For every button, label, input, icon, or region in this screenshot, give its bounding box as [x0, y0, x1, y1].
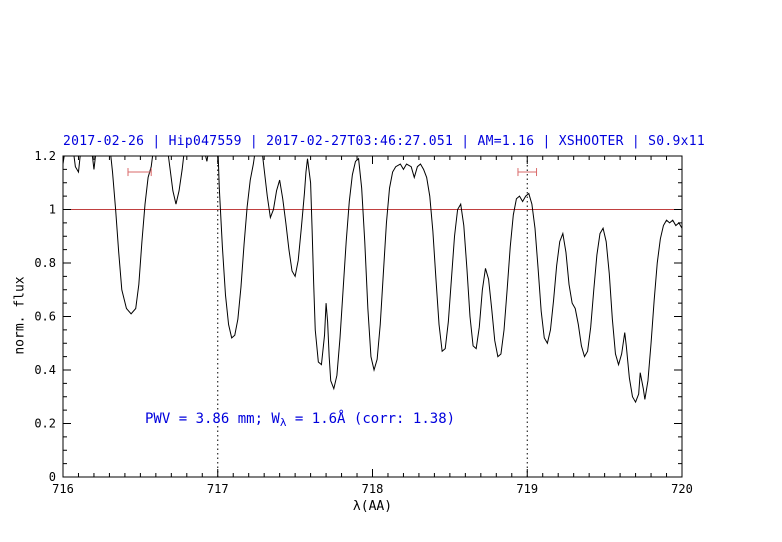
pwv-annotation-suffix: = 1.6Å (corr: 1.38): [286, 411, 456, 427]
x-tick-label: 718: [362, 482, 384, 496]
lambda-subscript: λ: [279, 416, 287, 429]
y-tick-label: 0.6: [34, 310, 56, 324]
y-axis-label: norm. flux: [12, 276, 28, 355]
y-tick-label: 1: [49, 203, 56, 217]
x-tick-label: 716: [52, 482, 74, 496]
y-tick-label: 0: [49, 470, 56, 484]
x-axis-label: λ(AA): [352, 499, 393, 514]
pwv-annotation: PWV = 3.86 mm; Wλ = 1.6Å (corr: 1.38): [145, 411, 455, 429]
y-tick-label: 0.4: [34, 363, 56, 377]
y-tick-label: 1.2: [34, 149, 56, 163]
plot-title: 2017-02-26 | Hip047559 | 2017-02-27T03:4…: [63, 134, 706, 149]
y-tick-label: 0.2: [34, 417, 56, 431]
y-tick-label: 0.8: [34, 256, 56, 270]
x-tick-label: 720: [671, 482, 693, 496]
x-tick-label: 717: [207, 482, 229, 496]
spectrum-line: [63, 156, 682, 404]
x-tick-label: 719: [516, 482, 538, 496]
pwv-annotation-prefix: PWV = 3.86 mm; W: [145, 411, 280, 427]
